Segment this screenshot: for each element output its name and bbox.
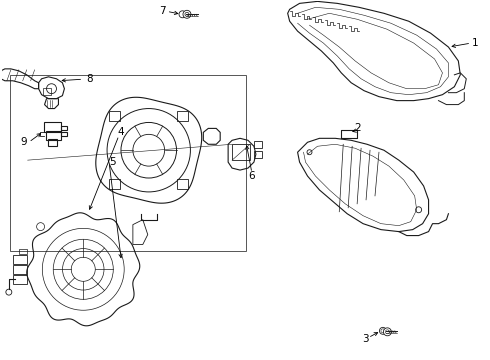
- Bar: [13, 255, 26, 264]
- Circle shape: [183, 10, 191, 18]
- Bar: [19, 249, 26, 255]
- Bar: [43, 88, 50, 95]
- Text: 1: 1: [472, 38, 479, 48]
- Text: 3: 3: [362, 334, 368, 344]
- Bar: [48, 139, 57, 146]
- Text: 2: 2: [354, 123, 361, 134]
- Bar: [177, 179, 188, 189]
- Bar: [177, 111, 188, 121]
- Bar: [13, 265, 26, 274]
- Text: 9: 9: [21, 137, 27, 147]
- Bar: [232, 144, 250, 160]
- Bar: [13, 275, 26, 284]
- Text: 5: 5: [109, 157, 116, 167]
- Bar: [254, 141, 262, 148]
- Text: 8: 8: [86, 74, 93, 84]
- Bar: [44, 122, 61, 132]
- Bar: [109, 111, 120, 121]
- Bar: [109, 179, 120, 189]
- Text: 6: 6: [248, 171, 255, 181]
- Text: 7: 7: [159, 6, 166, 16]
- Circle shape: [383, 328, 392, 336]
- Text: 4: 4: [118, 127, 124, 138]
- Bar: [61, 132, 68, 136]
- Bar: [46, 131, 61, 140]
- Bar: [254, 151, 262, 158]
- Bar: [10, 75, 246, 251]
- Bar: [61, 126, 68, 130]
